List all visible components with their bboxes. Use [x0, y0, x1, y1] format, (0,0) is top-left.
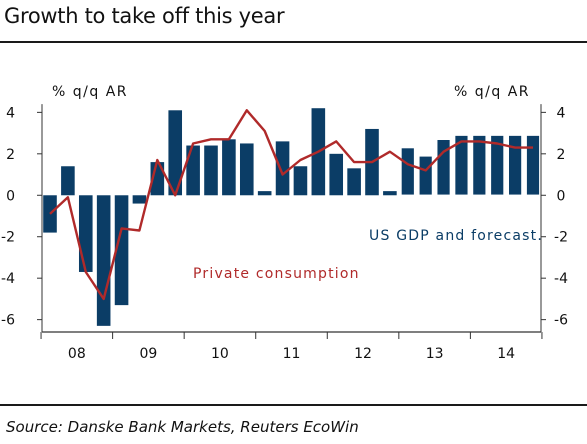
- legend-consumption: Private consumption: [193, 266, 360, 282]
- gdp-bar: [168, 110, 183, 196]
- forecast-bar: [471, 134, 487, 196]
- y-tick-label-right: 0: [557, 188, 566, 204]
- y-tick-label-right: 2: [557, 147, 566, 163]
- forecast-bar: [507, 134, 523, 196]
- gdp-bar: [132, 195, 147, 204]
- gdp-bar: [329, 153, 344, 196]
- gdp-bar: [186, 145, 200, 196]
- chart-area: 4 4 2 2 0 0 -2 -2 -4 -4 -6 -6 % q/q AR % q/q AR 08 09 10…: [0, 45, 587, 403]
- gdp-bar: [43, 195, 57, 233]
- forecast-bar: [436, 138, 452, 196]
- gdp-bar: [383, 191, 397, 196]
- y-tick-label-left: -2: [1, 230, 15, 246]
- gdp-bar: [61, 166, 75, 196]
- gdp-bar: [96, 195, 111, 326]
- gdp-bar: [239, 143, 254, 196]
- chart-svg: 4 4 2 2 0 0 -2 -2 -4 -4 -6 -6 % q/q AR % q/q AR 08 09 10…: [1, 84, 568, 362]
- y-tick-label-right: 4: [557, 105, 566, 121]
- y-tick-label-right: -6: [554, 313, 568, 329]
- x-tick-label: 09: [139, 346, 157, 362]
- y-tick-label-left: 2: [6, 147, 15, 163]
- source-divider: [0, 404, 587, 406]
- title-divider: [0, 41, 587, 43]
- x-tick-label: 13: [426, 346, 444, 362]
- source-note: Source: Danske Bank Markets, Reuters Eco…: [6, 418, 359, 436]
- x-tick-label: 10: [211, 346, 229, 362]
- y-axis-label-right: % q/q AR: [454, 84, 530, 100]
- x-tick-label: 12: [354, 346, 372, 362]
- gdp-bar: [222, 139, 236, 196]
- y-tick-label-right: -2: [554, 230, 568, 246]
- forecast-bar: [525, 134, 541, 196]
- consumption-line: [49, 109, 533, 301]
- gdp-bar: [347, 168, 361, 196]
- y-tick-label-left: -4: [1, 271, 15, 287]
- y-axis-label-left: % q/q AR: [52, 84, 128, 100]
- gdp-bar: [114, 195, 129, 306]
- gdp-bar: [78, 195, 93, 272]
- gdp-bar: [204, 145, 218, 196]
- y-tick-label-left: 4: [6, 105, 15, 121]
- gdp-bar: [275, 141, 290, 196]
- y-tick-label-left: -6: [1, 313, 15, 329]
- forecast-bar: [453, 134, 469, 196]
- gdp-bar: [293, 166, 308, 196]
- x-tick-label: 11: [283, 346, 301, 362]
- forecast-bar: [418, 155, 434, 196]
- y-tick-label-right: -4: [554, 271, 568, 287]
- legend-gdp: US GDP and forecast.: [369, 228, 543, 244]
- chart-title: Growth to take off this year: [4, 4, 285, 28]
- y-tick-label-left: 0: [6, 188, 15, 204]
- x-tick-label: 08: [68, 346, 86, 362]
- x-tick-label: 14: [497, 346, 515, 362]
- gdp-bar: [257, 191, 272, 196]
- forecast-bar: [489, 134, 505, 196]
- forecast-bar: [400, 146, 416, 196]
